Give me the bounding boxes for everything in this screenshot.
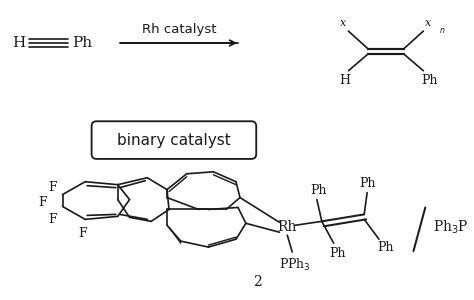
Text: F: F <box>48 181 57 194</box>
Text: Ph: Ph <box>329 247 346 260</box>
Text: Ph$_3$P: Ph$_3$P <box>433 219 469 236</box>
Text: Ph: Ph <box>72 36 92 50</box>
Text: x: x <box>340 18 346 28</box>
Text: Ph: Ph <box>421 74 438 87</box>
Text: $_n$: $_n$ <box>439 26 445 36</box>
Text: Ph: Ph <box>378 241 394 254</box>
Text: 2: 2 <box>253 275 262 289</box>
Text: H: H <box>12 36 26 50</box>
FancyBboxPatch shape <box>91 121 256 159</box>
Text: x: x <box>425 18 431 28</box>
Text: binary catalyst: binary catalyst <box>117 133 231 148</box>
Text: PPh$_3$: PPh$_3$ <box>279 257 311 273</box>
Text: Ph: Ph <box>359 177 375 190</box>
Text: F: F <box>38 196 47 209</box>
Text: Ph: Ph <box>310 184 327 197</box>
Text: F: F <box>78 227 87 240</box>
Text: F: F <box>48 213 57 226</box>
Text: H: H <box>339 74 350 87</box>
Text: Rh: Rh <box>278 220 297 234</box>
Text: Rh catalyst: Rh catalyst <box>142 22 216 36</box>
